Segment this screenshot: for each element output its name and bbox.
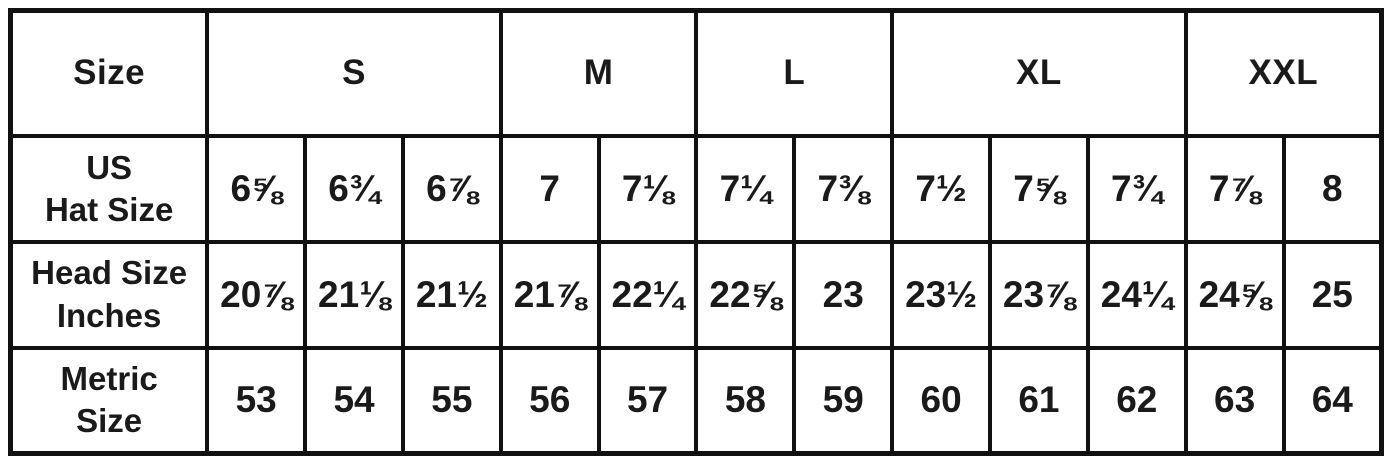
metric-size-cell: 53 xyxy=(205,345,308,456)
metric-size-cell: 60 xyxy=(890,345,992,456)
header-cell-size: Size xyxy=(8,8,210,138)
metric-size-cell: 62 xyxy=(1085,345,1188,456)
metric-size-cell: 54 xyxy=(303,345,405,456)
us-hat-size-cell: 7¼ xyxy=(694,133,797,244)
metric-size-cell: 58 xyxy=(694,345,797,456)
head-size-cell: 21½ xyxy=(400,239,503,350)
row-label-line: Metric xyxy=(60,360,158,398)
head-size-cell: 23½ xyxy=(890,239,992,350)
metric-size-row: Metric Size 53 54 55 56 57 58 59 60 61 6… xyxy=(8,345,1384,456)
header-cell-xl: XL xyxy=(890,8,1188,138)
head-size-cell: 23⅞ xyxy=(988,239,1090,350)
hat-size-conversion-table: Size S M L XL XXL US Hat Size 6⅝ 6¾ 6⅞ 7… xyxy=(8,8,1384,456)
header-cell-l: L xyxy=(694,8,895,138)
head-size-cell: 24⅝ xyxy=(1183,239,1286,350)
head-size-inches-row: Head Size Inches 20⅞ 21⅛ 21½ 21⅞ 22¼ 22⅝… xyxy=(8,239,1384,350)
header-row: Size S M L XL XXL xyxy=(8,8,1384,138)
head-size-cell: 22¼ xyxy=(596,239,699,350)
row-label-line: Head Size xyxy=(31,254,188,292)
row-label-line: Size xyxy=(76,402,143,440)
head-size-cell: 21⅞ xyxy=(498,239,601,350)
us-hat-size-cell: 7⅜ xyxy=(792,133,895,244)
us-hat-size-cell: 6¾ xyxy=(303,133,405,244)
us-hat-size-cell: 8 xyxy=(1281,133,1384,244)
metric-size-cell: 61 xyxy=(988,345,1090,456)
us-hat-size-cell: 7⅞ xyxy=(1183,133,1286,244)
row-label-line: US xyxy=(86,148,133,186)
metric-size-cell: 56 xyxy=(498,345,601,456)
head-size-cell: 24¼ xyxy=(1085,239,1188,350)
row-label-line: Hat Size xyxy=(44,190,174,228)
header-cell-m: M xyxy=(498,8,699,138)
head-size-cell: 25 xyxy=(1281,239,1384,350)
head-size-inches-row-label: Head Size Inches xyxy=(8,239,210,350)
row-label-line: Inches xyxy=(56,296,162,334)
us-hat-size-cell: 6⅝ xyxy=(205,133,308,244)
metric-size-row-label: Metric Size xyxy=(8,345,210,456)
metric-size-cell: 63 xyxy=(1183,345,1286,456)
us-hat-size-cell: 7 xyxy=(498,133,601,244)
us-hat-size-cell: 7⅛ xyxy=(596,133,699,244)
us-hat-size-cell: 7¾ xyxy=(1085,133,1188,244)
header-cell-xxl: XXL xyxy=(1183,8,1384,138)
head-size-cell: 22⅝ xyxy=(694,239,797,350)
metric-size-cell: 64 xyxy=(1281,345,1384,456)
head-size-cell: 20⅞ xyxy=(205,239,308,350)
us-hat-size-row: US Hat Size 6⅝ 6¾ 6⅞ 7 7⅛ 7¼ 7⅜ 7½ 7⅝ 7¾… xyxy=(8,133,1384,244)
head-size-cell: 23 xyxy=(792,239,895,350)
us-hat-size-cell: 6⅞ xyxy=(400,133,503,244)
metric-size-cell: 57 xyxy=(596,345,699,456)
head-size-cell: 21⅛ xyxy=(303,239,405,350)
header-cell-s: S xyxy=(205,8,503,138)
metric-size-cell: 55 xyxy=(400,345,503,456)
us-hat-size-cell: 7½ xyxy=(890,133,992,244)
us-hat-size-cell: 7⅝ xyxy=(988,133,1090,244)
us-hat-size-row-label: US Hat Size xyxy=(8,133,210,244)
metric-size-cell: 59 xyxy=(792,345,895,456)
